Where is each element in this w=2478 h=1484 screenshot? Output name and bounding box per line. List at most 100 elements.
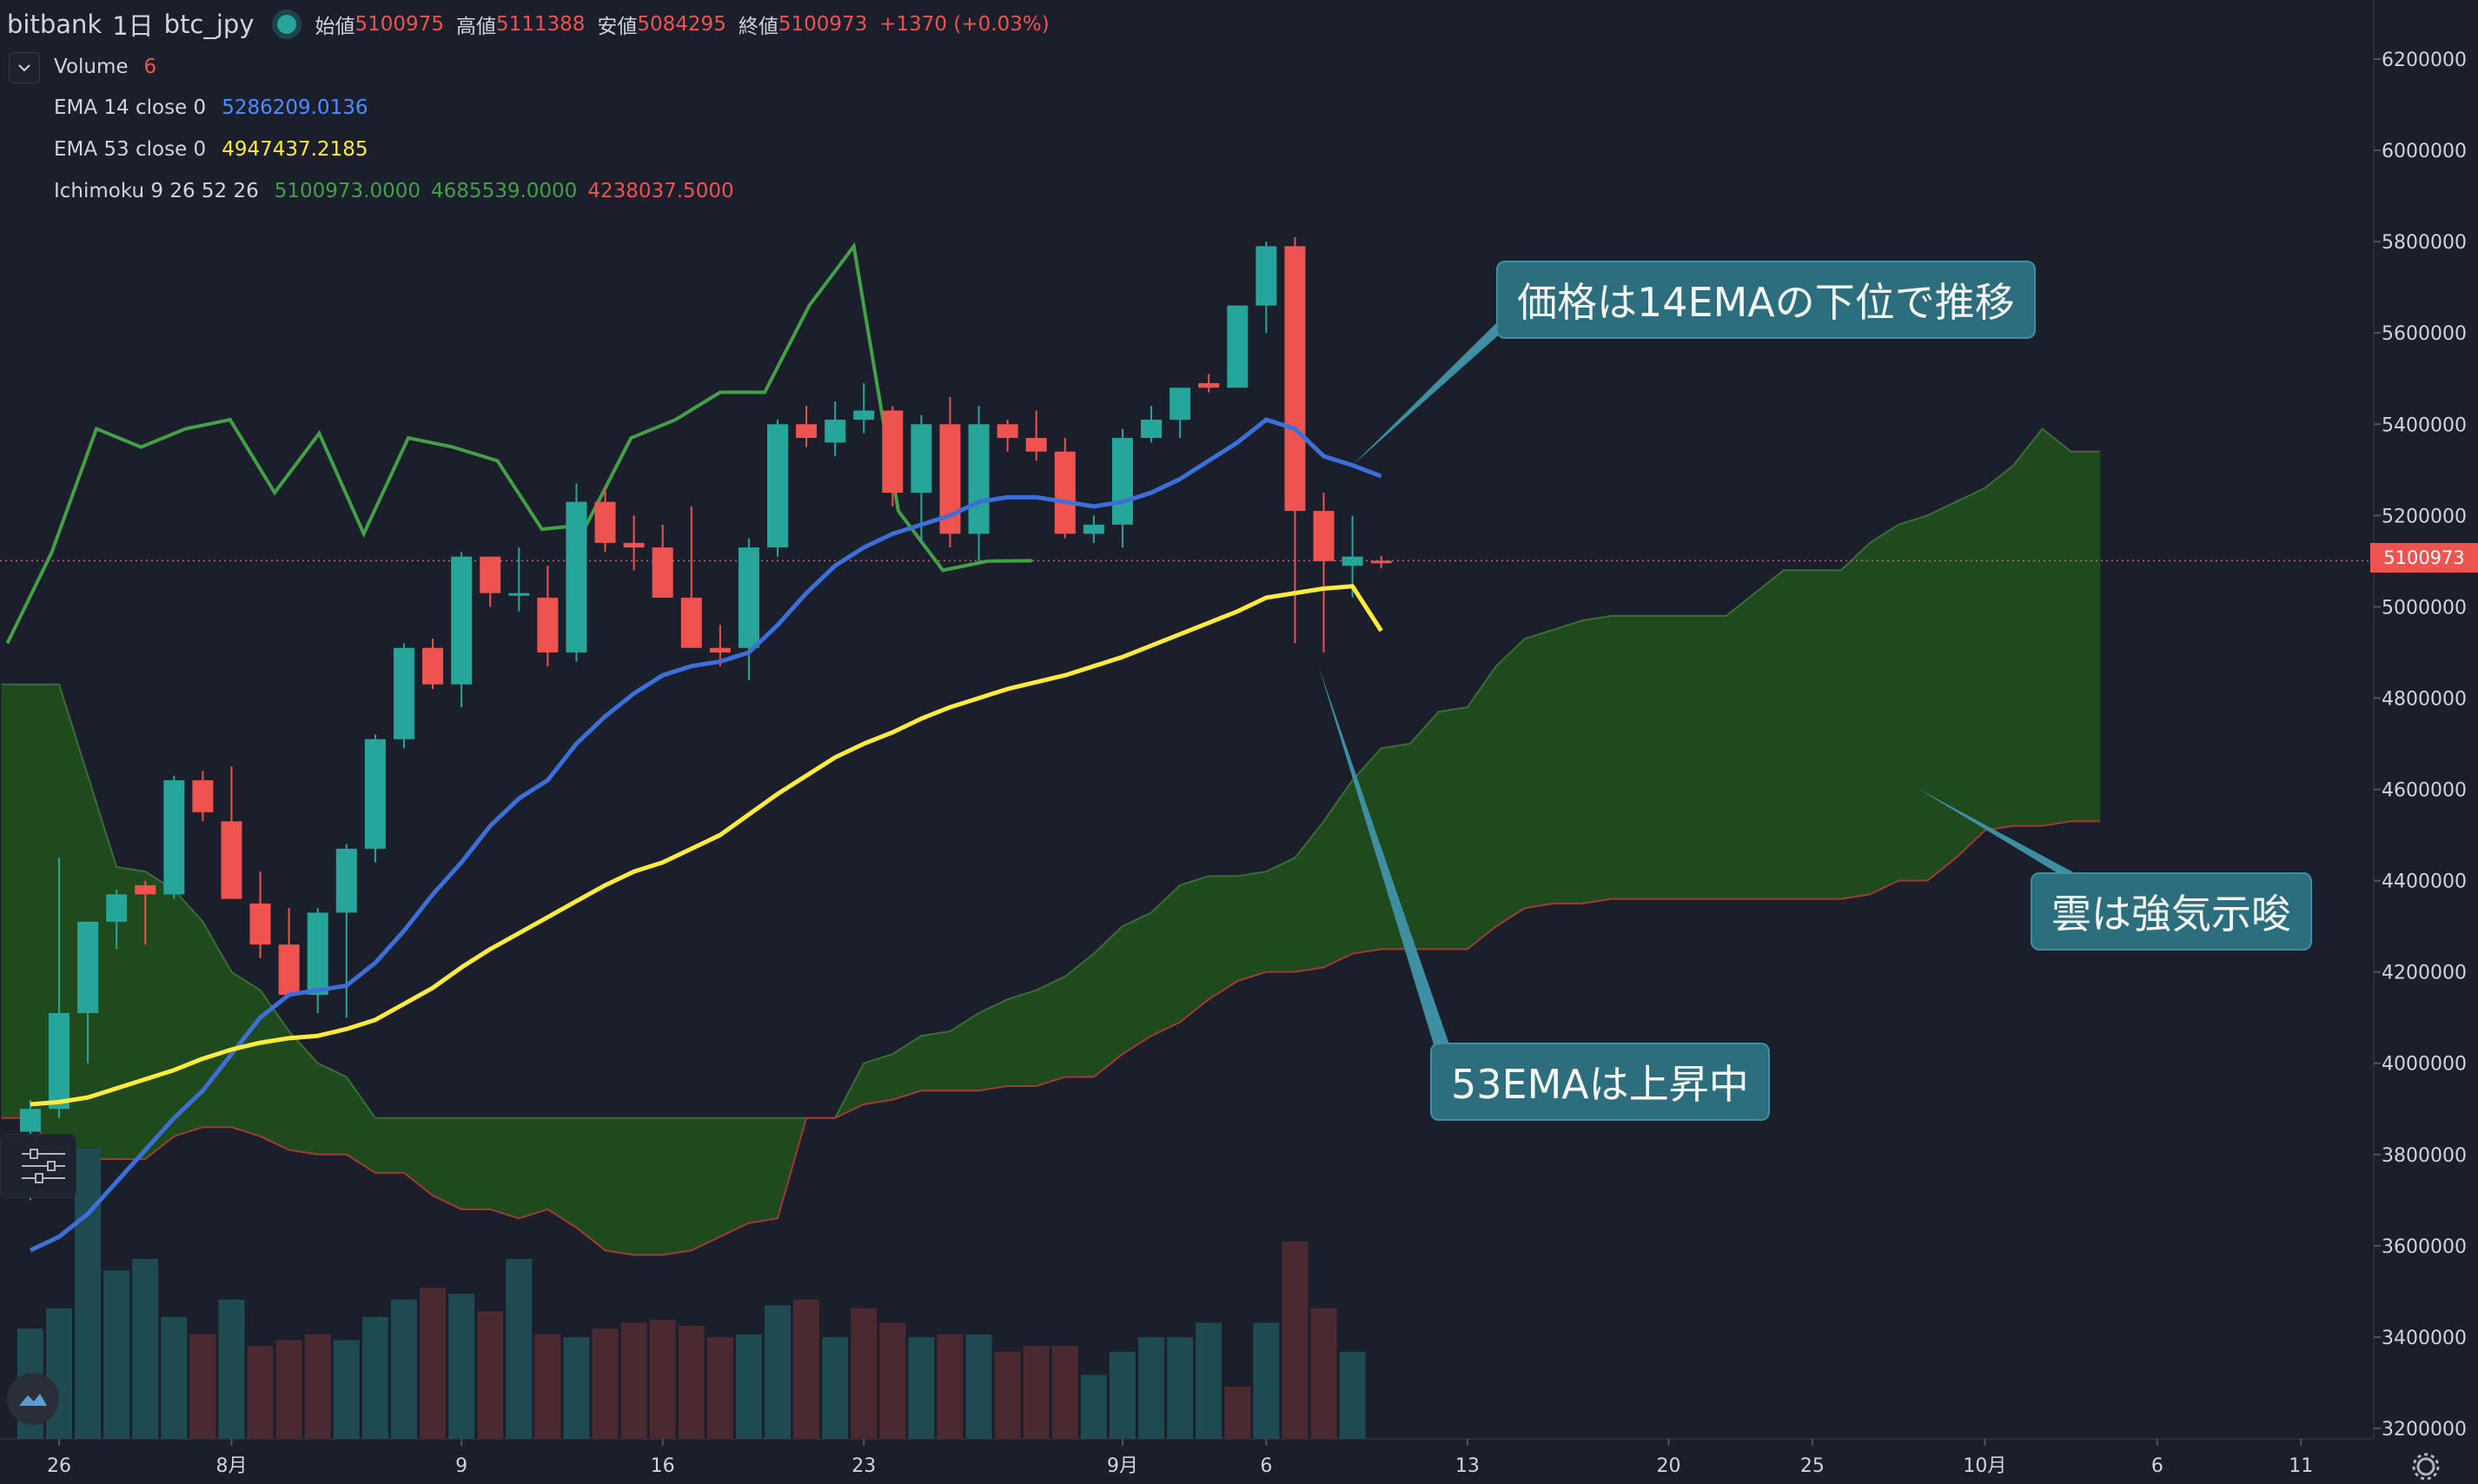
candle[interactable] (1198, 374, 1220, 393)
candle[interactable] (680, 506, 702, 648)
candle[interactable] (249, 871, 271, 958)
cloud-segment-bull (1524, 628, 1554, 909)
legend-volume[interactable]: Volume 6 (54, 50, 167, 84)
cloud-segment-bull (460, 1117, 491, 1210)
y-tick-label: 6000000 (2382, 141, 2467, 162)
candle[interactable] (652, 524, 673, 598)
cloud-callout[interactable]: 雲は強気示唆 (2031, 872, 2312, 951)
candle[interactable] (796, 406, 818, 447)
market-status-icon (276, 15, 296, 34)
candle[interactable] (480, 556, 501, 607)
candle[interactable] (163, 775, 185, 899)
tradingview-logo-icon[interactable] (7, 1373, 59, 1425)
candle[interactable] (623, 515, 645, 571)
candle[interactable] (77, 921, 99, 1063)
ema14-line[interactable] (29, 417, 1382, 1253)
volume-bar (678, 1325, 705, 1439)
candle-body (163, 780, 185, 895)
candle-body (1111, 438, 1133, 525)
candle-body (106, 894, 128, 922)
symbol-name[interactable]: btc_jpy (163, 10, 255, 39)
candle[interactable] (307, 908, 328, 1013)
volume-bar (822, 1337, 849, 1439)
candle[interactable] (1169, 388, 1191, 439)
candle[interactable] (1313, 493, 1335, 653)
candle[interactable] (192, 771, 214, 822)
interval-label[interactable]: 1日 (112, 11, 154, 41)
cloud-segment-bull (1754, 569, 1785, 900)
candle[interactable] (738, 538, 759, 680)
exchange-name[interactable]: bitbank (7, 10, 103, 39)
cloud-segment-bull (2071, 451, 2101, 822)
ichimoku-name: Ichimoku 9 26 52 26 (54, 180, 259, 202)
chart-settings-button[interactable] (0, 1134, 76, 1198)
volume-bar (218, 1299, 245, 1439)
x-tick-label: 25 (1800, 1455, 1825, 1477)
candle[interactable] (1054, 438, 1076, 539)
candle[interactable] (335, 844, 357, 1018)
volume-bar (304, 1334, 331, 1439)
candle[interactable] (566, 483, 587, 662)
candle[interactable] (911, 414, 932, 543)
candle[interactable] (1370, 555, 1392, 569)
candle[interactable] (393, 643, 414, 749)
candle[interactable] (451, 552, 473, 707)
candle[interactable] (106, 890, 128, 950)
candle[interactable] (135, 880, 156, 945)
cloud-segment-bull (144, 871, 175, 1161)
candle[interactable] (537, 566, 559, 666)
cloud-segment-bull (633, 1117, 664, 1255)
candle[interactable] (1083, 515, 1104, 543)
candle[interactable] (508, 547, 530, 612)
candle[interactable] (1284, 236, 1306, 644)
candle[interactable] (997, 420, 1018, 452)
ema53-callout[interactable]: 53EMAは上昇中 (1430, 1043, 1770, 1121)
cloud-segment-bull (1812, 569, 1842, 900)
candle[interactable] (968, 406, 990, 561)
candle[interactable] (221, 766, 242, 899)
candle-body (566, 501, 587, 653)
price-axis[interactable]: 6200000 6000000 5800000 5600000 5400000 52000… (2373, 0, 2467, 1441)
candle[interactable] (364, 734, 386, 863)
cloud-segment-bull (1955, 487, 1985, 859)
volume-bar (1023, 1346, 1050, 1439)
candle[interactable] (1227, 305, 1249, 388)
legend-ichimoku[interactable]: Ichimoku 9 26 52 26 5100973.0000 4685539… (54, 174, 745, 209)
collapse-legend-button[interactable] (9, 52, 40, 83)
x-tick-label: 6 (2151, 1455, 2163, 1477)
candle[interactable] (767, 420, 788, 557)
ema53-line[interactable] (30, 584, 1383, 1107)
volume-bar (908, 1337, 935, 1439)
candle-body (1284, 246, 1306, 512)
volume-bar (506, 1258, 533, 1439)
legend-ema14[interactable]: EMA 14 close 0 5286209.0136 (54, 90, 378, 125)
candle[interactable] (278, 908, 300, 995)
candle[interactable] (709, 625, 731, 666)
candles[interactable] (19, 236, 1392, 1201)
volume-bar (189, 1334, 216, 1439)
legend-ema53[interactable]: EMA 53 close 0 4947437.2185 (54, 132, 378, 167)
volume-bar (361, 1316, 388, 1439)
cloud-segment-bull (1840, 541, 1871, 900)
candle[interactable] (1141, 406, 1163, 443)
candle[interactable] (1111, 428, 1133, 548)
volume-bar (994, 1351, 1021, 1439)
candle[interactable] (1256, 242, 1277, 334)
candle[interactable] (49, 858, 70, 1118)
y-tick-label: 3200000 (2382, 1419, 2467, 1441)
candle[interactable] (1342, 515, 1363, 598)
candle[interactable] (422, 639, 444, 689)
candle[interactable] (825, 401, 846, 457)
candle[interactable] (853, 382, 875, 434)
candle[interactable] (594, 487, 616, 553)
volume-bar (649, 1320, 676, 1439)
candle-body (968, 424, 990, 534)
cloud-segment-bull (1236, 871, 1267, 982)
gear-icon[interactable] (2412, 1453, 2440, 1481)
candle[interactable] (1025, 410, 1047, 461)
volume-bar (1224, 1386, 1251, 1439)
ema14-callout[interactable]: 価格は14EMAの下位で推移 (1496, 261, 2036, 339)
open-value: 5100975 (354, 13, 444, 36)
candle[interactable] (882, 406, 904, 507)
